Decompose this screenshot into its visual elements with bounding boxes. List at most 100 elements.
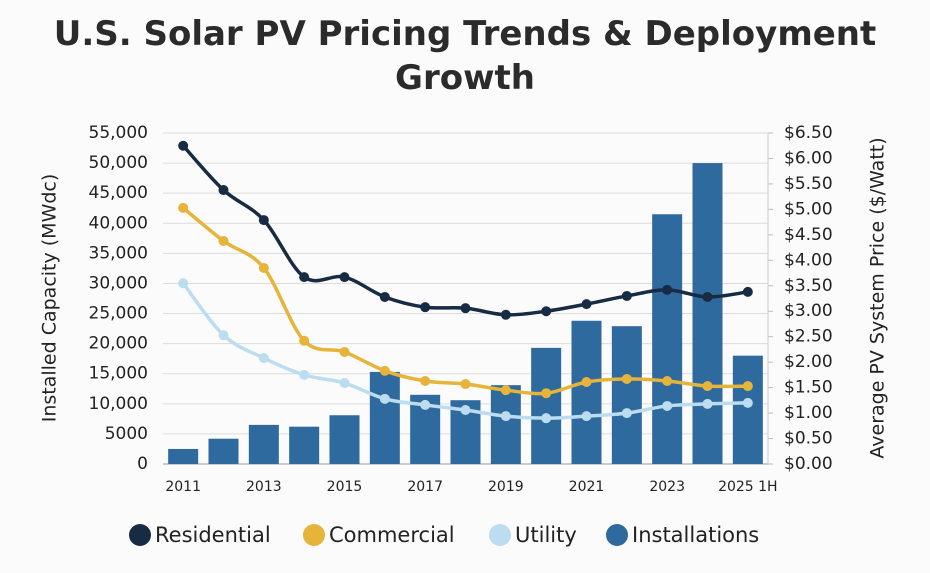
point [541, 306, 552, 317]
y-tick-label: 45,000 [89, 183, 148, 203]
point [379, 291, 390, 302]
point [702, 398, 713, 409]
point [339, 272, 350, 283]
y2-tick-label: $1.50 [784, 378, 833, 398]
y-tick-label: 50,000 [89, 153, 148, 173]
point [178, 202, 189, 213]
point [178, 278, 189, 289]
point [258, 353, 269, 364]
y-tick-label: 40,000 [89, 213, 148, 233]
y-tick-label: 10,000 [89, 394, 148, 414]
point [702, 381, 713, 392]
y2-tick-label: $5.50 [784, 174, 833, 194]
point [621, 408, 632, 419]
y2-tick-label: $0.00 [784, 454, 833, 474]
y2-tick-label: $2.00 [784, 352, 833, 372]
bar [732, 355, 763, 464]
y2-tick-label: $3.00 [784, 301, 833, 321]
point [258, 262, 269, 273]
point [420, 302, 431, 313]
point [662, 400, 673, 411]
bar [289, 426, 320, 464]
y-tick-label: 15,000 [89, 364, 148, 384]
point [500, 309, 511, 320]
bar [369, 371, 400, 464]
bar [652, 214, 683, 464]
point [541, 388, 552, 399]
y-tick-label: 55,000 [89, 123, 148, 143]
point [460, 379, 471, 390]
point [742, 286, 753, 297]
bar [208, 438, 239, 464]
y-tick-label: 0 [137, 454, 148, 474]
legend-label: Installations [632, 523, 759, 547]
y-tick-label: 25,000 [89, 304, 148, 324]
point [742, 397, 753, 408]
legend-label: Utility [515, 523, 577, 547]
y-tick-label: 35,000 [89, 243, 148, 263]
legend-marker [129, 524, 151, 546]
point [460, 405, 471, 416]
point [258, 215, 269, 226]
y2-axis-title: Average PV System Price ($/Watt) [867, 137, 889, 458]
point [581, 299, 592, 310]
x-tick-label: 2023 [649, 479, 685, 495]
x-tick-label: 2025 1H [718, 479, 778, 495]
y2-tick-label: $2.50 [784, 327, 833, 347]
legend-label: Commercial [329, 523, 455, 547]
point [420, 399, 431, 410]
point [541, 413, 552, 424]
bar [611, 326, 642, 464]
chart-title: U.S. Solar PV Pricing Trends & Deploymen… [53, 14, 877, 98]
y2-tick-label: $0.50 [784, 429, 833, 449]
bar [692, 163, 723, 464]
point [218, 185, 229, 196]
legend-marker [606, 524, 628, 546]
point [420, 375, 431, 386]
legend-marker [489, 524, 511, 546]
point [178, 140, 189, 151]
x-tick-label: 2011 [165, 479, 201, 495]
bar [168, 448, 199, 464]
legend-label: Residential [155, 523, 271, 547]
point [500, 385, 511, 396]
point [339, 346, 350, 357]
point [500, 411, 511, 422]
y-tick-label: 30,000 [89, 273, 148, 293]
y2-tick-label: $6.00 [784, 148, 833, 168]
point [742, 381, 753, 392]
point [299, 272, 310, 283]
x-tick-label: 2019 [488, 479, 524, 495]
point [379, 365, 390, 376]
point [621, 373, 632, 384]
y-tick-label: 20,000 [89, 334, 148, 354]
y2-tick-label: $6.50 [784, 123, 833, 143]
x-tick-label: 2017 [407, 479, 443, 495]
y2-tick-label: $3.50 [784, 276, 833, 296]
y-tick-label: 5000 [105, 424, 148, 444]
y-axis-title: Installed Capacity (MWdc) [39, 174, 61, 423]
point [299, 335, 310, 346]
point [581, 411, 592, 422]
point [702, 291, 713, 302]
point [662, 284, 673, 295]
point [581, 377, 592, 388]
y2-tick-label: $4.50 [784, 225, 833, 245]
point [339, 378, 350, 389]
bar [490, 385, 521, 464]
bar [531, 347, 562, 464]
y2-tick-label: $1.00 [784, 403, 833, 423]
x-tick-label: 2021 [569, 479, 605, 495]
y2-tick-label: $4.00 [784, 250, 833, 270]
point [299, 369, 310, 380]
point [621, 290, 632, 301]
x-tick-label: 2013 [246, 479, 282, 495]
point [218, 235, 229, 246]
y2-tick-label: $5.00 [784, 199, 833, 219]
bar [248, 424, 279, 464]
point [460, 303, 471, 314]
bar [571, 320, 602, 464]
point [218, 330, 229, 341]
